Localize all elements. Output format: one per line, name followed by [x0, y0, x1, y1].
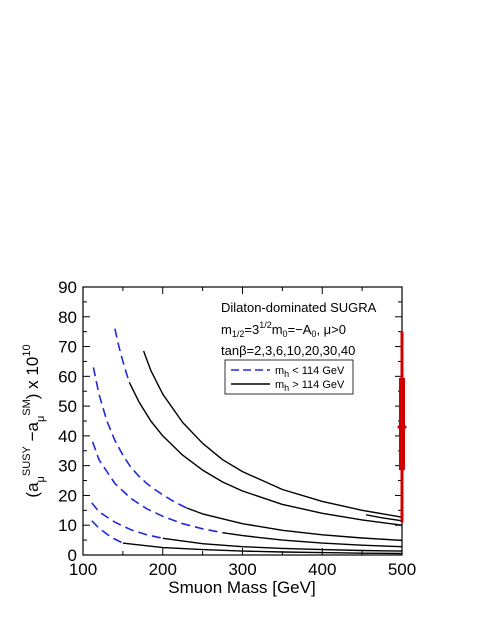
legend: mh < 114 GeV mh > 114 GeV: [224, 359, 354, 395]
series-dashed-curve: [92, 367, 188, 509]
x-tick-label: 300: [228, 560, 256, 579]
annotation-mass-relation: m1/2=31/2m0=−A0, μ>0: [221, 320, 346, 339]
ticks: 100 200 300 400 500 0 10 20 30 40 50 60 70 80 90: [58, 278, 416, 579]
x-tick-label: 500: [388, 560, 416, 579]
y-tick-label: 90: [58, 278, 77, 297]
series-solid-curve: [222, 532, 403, 548]
series-layer: [91, 328, 403, 555]
y-tick-label: 20: [58, 486, 77, 505]
y-tick-label: 60: [58, 367, 77, 386]
x-tick-label: 100: [69, 560, 97, 579]
legend-box: [224, 359, 354, 395]
series-dashed-curve: [114, 328, 131, 383]
x-axis-label: Smuon Mass [GeV]: [168, 578, 315, 597]
legend-label-heavy-higgs: mh > 114 GeV: [275, 379, 345, 393]
error-bar: [397, 331, 407, 523]
x-tick-label: 200: [149, 560, 177, 579]
series-solid-curve: [128, 381, 403, 526]
series-solid-curve: [186, 507, 403, 542]
y-tick-label: 10: [58, 516, 77, 535]
annotation-tanbeta: tanβ=2,3,6,10,20,30,40: [221, 343, 355, 358]
y-tick-label: 70: [58, 338, 77, 357]
plot-frame: [82, 286, 403, 556]
series-solid-curve: [122, 542, 403, 555]
series-dashed-curve: [91, 441, 223, 534]
series-dashed-curve: [91, 520, 124, 544]
y-axis-label: (aμSUSY −aμSM) x 1010: [21, 344, 47, 497]
x-tick-label: 400: [308, 560, 336, 579]
y-tick-label: 50: [58, 397, 77, 416]
y-tick-label: 80: [58, 308, 77, 327]
series-solid-curve: [162, 537, 403, 552]
error-bar-center-marker: [397, 421, 407, 432]
series-solid-curve: [142, 350, 403, 518]
y-tick-label: 30: [58, 457, 77, 476]
legend-label-light-higgs: mh < 114 GeV: [275, 365, 345, 379]
series-solid-curve: [365, 514, 403, 522]
y-tick-label: 40: [58, 427, 77, 446]
annotation-title: Dilaton-dominated SUGRA: [221, 300, 377, 315]
y-tick-label: 0: [68, 546, 77, 565]
series-dashed-curve: [91, 502, 163, 540]
